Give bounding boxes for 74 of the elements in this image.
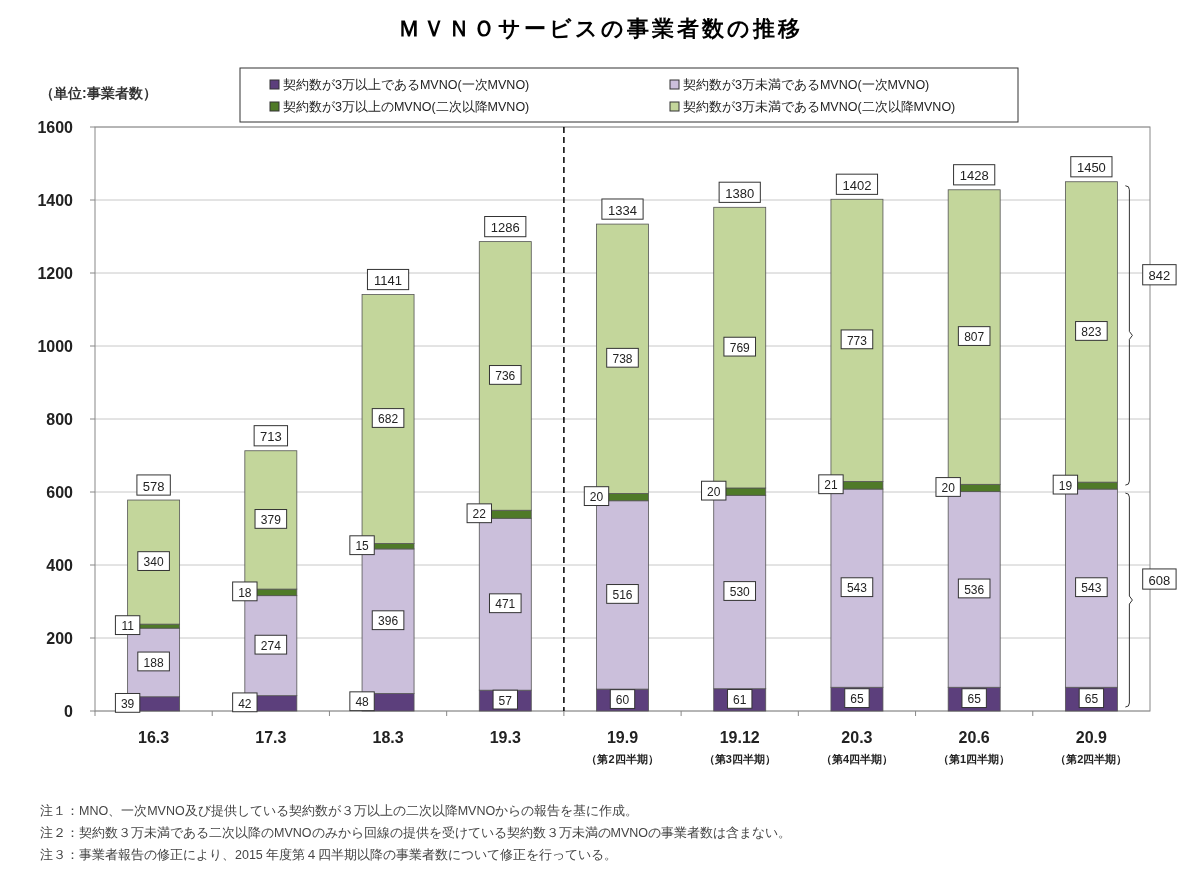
y-tick-label: 400: [46, 557, 74, 574]
x-tick-label: 20.9 （第2四半期）: [1055, 729, 1128, 766]
total-label: 1450: [1076, 160, 1106, 176]
data-label: 543: [846, 581, 868, 596]
text: 注２：契約数３万未満である二次以降のMVNOのみから回線の提供を受けている契約数３万未満のMVNOの事業者数は含まない。: [40, 826, 791, 840]
data-label: 188: [143, 655, 164, 670]
data-label: 21: [824, 478, 838, 493]
chart-title: ＭＶＮＯサービスの事業者数の推移: [397, 16, 803, 41]
total-label: 1428: [959, 168, 989, 184]
data-label: 530: [729, 585, 751, 600]
total-label: 1402: [842, 177, 872, 193]
total-label: 1286: [490, 220, 520, 236]
data-label: 20: [707, 484, 721, 499]
x-tick-label: 20.3 （第4四半期）: [820, 729, 894, 766]
x-tick-label: 19.9 （第2四半期）: [586, 729, 659, 766]
data-label: 736: [495, 369, 516, 384]
total-label: 1141: [374, 273, 403, 289]
legend-label: 契約数が3万未満であるMVNO(一次MVNO): [683, 78, 930, 92]
y-tick-label: 1600: [37, 119, 74, 136]
data-label: 48: [355, 695, 370, 710]
data-label: 57: [498, 693, 513, 708]
annotation: 842: [1148, 268, 1171, 284]
x-tick-label: 17.3: [255, 729, 287, 746]
y-tick-label: 0: [64, 703, 74, 720]
data-label: 15: [355, 539, 370, 554]
annotation: 608: [1148, 572, 1171, 588]
text: 注１：MNO、一次MVNO及び提供している契約数が３万以上の二次以降MVNOからの報告を基に作成。: [40, 804, 639, 818]
data-label: 543: [1081, 581, 1102, 596]
x-tick-label: 16.3: [138, 729, 170, 746]
y-tick-label: 600: [46, 484, 74, 501]
data-label: 11: [121, 619, 135, 634]
total-label: 713: [259, 429, 282, 445]
data-label: 396: [378, 614, 399, 629]
data-label: 471: [495, 597, 516, 612]
data-label: 18: [238, 585, 252, 600]
data-label: 773: [846, 333, 868, 348]
data-label: 823: [1081, 325, 1102, 340]
data-label: 379: [260, 513, 282, 528]
total-label: 578: [142, 478, 165, 494]
legend-label: 契約数が3万以上であるMVNO(一次MVNO): [283, 78, 530, 92]
data-label: 39: [120, 697, 135, 712]
total-label: 1380: [725, 185, 755, 201]
data-label: 65: [1084, 692, 1099, 707]
y-axis-title: （単位:事業者数）: [40, 85, 157, 101]
x-tick-label: 18.3: [372, 729, 404, 746]
data-label: 340: [143, 555, 164, 570]
text: 注３：事業者報告の修正により、2015 年度第４四半期以降の事業者数について修正を行っている。: [40, 847, 618, 862]
y-tick-label: 1400: [37, 192, 74, 209]
data-label: 22: [472, 507, 487, 522]
data-label: 60: [615, 693, 630, 708]
data-label: 738: [612, 351, 633, 366]
x-tick-label: 19.12 （第3四半期）: [703, 729, 776, 766]
y-tick-label: 800: [46, 411, 74, 428]
data-label: 769: [729, 340, 751, 355]
x-tick-label: 19.3: [489, 729, 521, 746]
data-label: 65: [967, 692, 982, 707]
data-label: 19: [1058, 478, 1073, 493]
data-label: 682: [378, 412, 399, 427]
data-label: 42: [238, 696, 252, 711]
data-label: 807: [964, 330, 985, 345]
legend-label: 契約数が3万未満であるMVNO(二次以降MVNO): [683, 100, 956, 114]
y-tick-label: 1000: [37, 338, 74, 355]
legend-label: 契約数が3万以上のMVNO(二次以降MVNO): [283, 100, 530, 114]
data-label: 65: [850, 692, 864, 707]
total-label: 1334: [608, 202, 637, 218]
data-label: 516: [612, 588, 633, 603]
data-label: 274: [260, 638, 282, 653]
y-tick-label: 1200: [37, 265, 74, 282]
y-tick-label: 200: [46, 630, 74, 647]
data-label: 536: [964, 582, 985, 597]
data-label: 20: [589, 490, 604, 505]
x-tick-label: 20.6 （第1四半期）: [938, 729, 1011, 766]
data-label: 61: [733, 693, 747, 708]
data-label: 20: [941, 481, 956, 496]
